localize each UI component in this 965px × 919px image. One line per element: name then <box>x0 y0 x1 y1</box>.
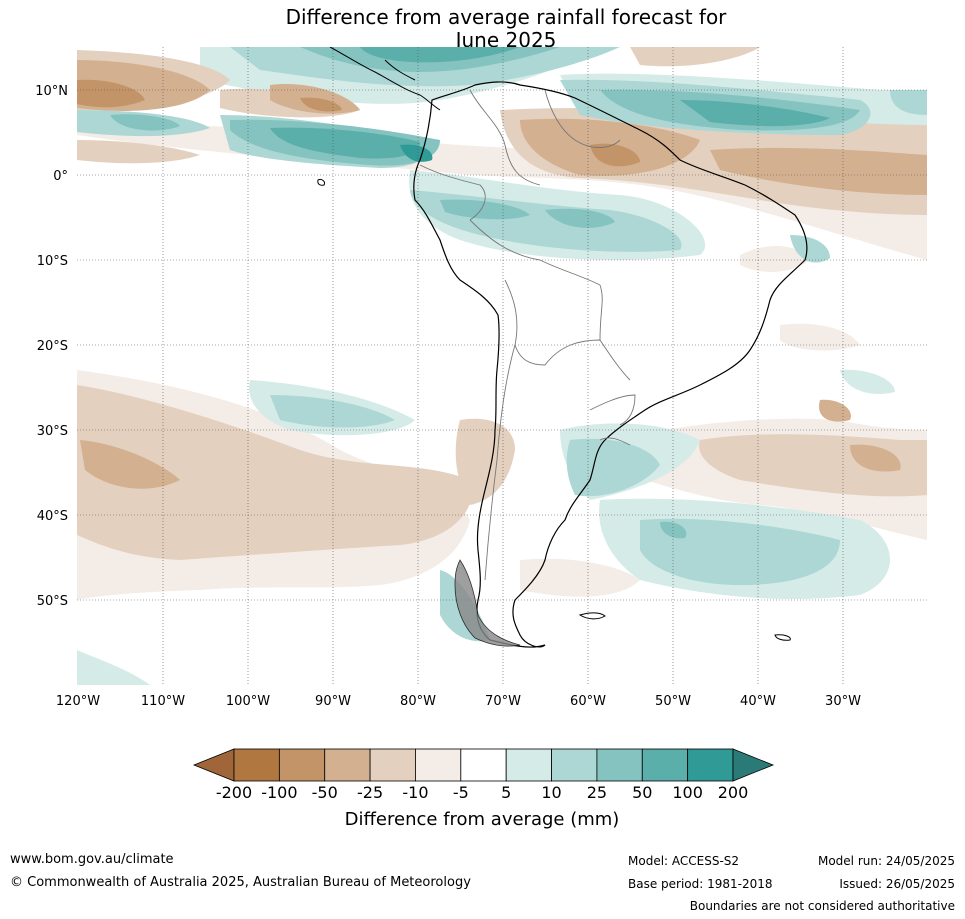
colorbar-tick-label: -200 <box>216 783 252 802</box>
colorbar-ticks: -200 -100 -50 -25 -10 -5 5 10 25 50 100 200 <box>216 783 748 802</box>
footer-url[interactable]: www.bom.gov.au/climate <box>10 852 174 867</box>
colorbar-tick-label: 5 <box>501 783 511 802</box>
colorbar-extend-low <box>192 748 235 782</box>
colorbar-tick-label: 50 <box>632 783 652 802</box>
central-america-coastline <box>329 47 441 111</box>
lon-label: 60°W <box>570 694 606 709</box>
map-plot-area <box>77 47 927 685</box>
islands <box>317 179 791 641</box>
graticule <box>77 47 927 685</box>
lat-label: 20°S <box>37 339 68 354</box>
colorbar-swatch <box>505 748 552 782</box>
anomaly-brown-deepest <box>77 79 640 167</box>
colorbar-swatch <box>641 748 689 782</box>
colorbar-tick-label: 100 <box>672 783 703 802</box>
lon-label: 50°W <box>655 694 691 709</box>
lat-label: 0° <box>53 169 68 184</box>
anomaly-teal-deepest <box>270 47 830 162</box>
footer-base-period: Base period: 1981-2018 <box>628 877 773 891</box>
colorbar-swatch <box>278 748 326 782</box>
patagonia-fjords <box>454 559 521 647</box>
colorbar-extend-high <box>732 748 775 782</box>
lon-label: 120°W <box>56 694 100 709</box>
colorbar-swatch <box>687 748 734 782</box>
colorbar-swatch <box>415 748 462 782</box>
lat-label: 10°N <box>35 84 68 99</box>
map-title-line1: Difference from average rainfall forecas… <box>285 5 727 29</box>
footer-model: Model: ACCESS-S2 <box>628 854 740 868</box>
colorbar-swatch <box>233 748 280 782</box>
lon-label: 90°W <box>315 694 351 709</box>
colorbar-tick-label: -100 <box>261 783 297 802</box>
colorbar-swatch <box>369 748 416 782</box>
footer-model-run: Model run: 24/05/2025 <box>817 854 955 868</box>
colorbar-tick-label: -5 <box>453 783 469 802</box>
colorbar-tick-label: -50 <box>312 783 338 802</box>
lon-label: 80°W <box>400 694 436 709</box>
colorbar-swatch <box>324 748 371 782</box>
colorbar-tick-label: 200 <box>718 783 749 802</box>
colorbar-swatch <box>551 748 598 782</box>
south-america-coastline <box>413 81 808 648</box>
footer-copyright: © Commonwealth of Australia 2025, Austra… <box>10 875 471 890</box>
lat-label: 50°S <box>37 594 68 609</box>
footer-disclaimer: Boundaries are not considered authoritat… <box>689 899 955 913</box>
colorbar-swatch <box>460 748 507 782</box>
longitude-labels: 120°W 110°W 100°W 90°W 80°W 70°W 60°W 50… <box>56 694 861 709</box>
lon-label: 40°W <box>740 694 776 709</box>
lon-label: 70°W <box>485 694 521 709</box>
lon-label: 30°W <box>825 694 861 709</box>
footer-issued: Issued: 26/05/2025 <box>839 877 955 891</box>
lat-label: 10°S <box>37 254 68 269</box>
lon-label: 110°W <box>141 694 185 709</box>
latitude-labels: 10°N 0° 10°S 20°S 30°S 40°S 50°S <box>35 84 68 609</box>
colorbar-tick-label: 25 <box>587 783 607 802</box>
colorbar <box>192 748 775 782</box>
lat-label: 30°S <box>37 424 68 439</box>
colorbar-title: Difference from average (mm) <box>345 809 620 830</box>
colorbar-tick-label: -25 <box>357 783 383 802</box>
lat-label: 40°S <box>37 509 68 524</box>
colorbar-tick-label: 10 <box>541 783 561 802</box>
colorbar-tick-label: -10 <box>402 783 428 802</box>
colorbar-swatch <box>596 748 643 782</box>
country-boundaries <box>419 89 636 581</box>
lon-label: 100°W <box>226 694 270 709</box>
